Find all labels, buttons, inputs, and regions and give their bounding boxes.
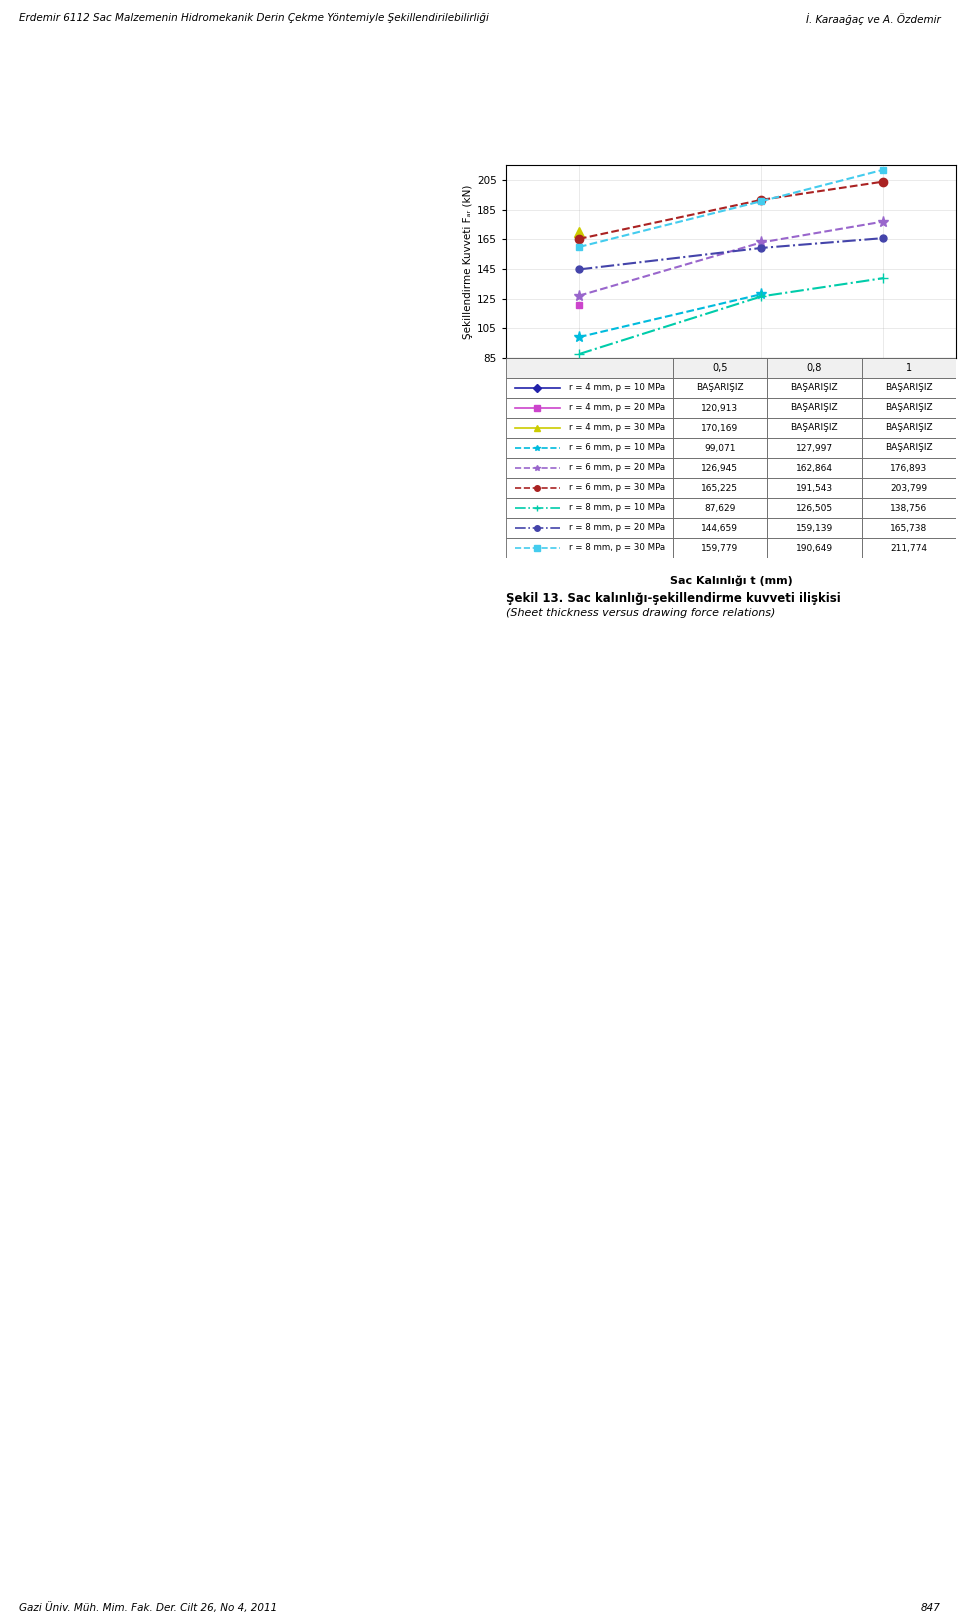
Text: Erdemir 6112 Sac Malzemenin Hidromekanik Derin Çekme Yöntemiyle Şekillendirilebi: Erdemir 6112 Sac Malzemenin Hidromekanik… xyxy=(19,13,489,23)
Text: BAŞARIŞIZ: BAŞARIŞIZ xyxy=(885,444,933,452)
Bar xyxy=(506,538,673,558)
Text: 144,659: 144,659 xyxy=(702,524,738,533)
Text: 120,913: 120,913 xyxy=(701,404,738,412)
Bar xyxy=(673,498,767,519)
Bar xyxy=(767,399,862,418)
Text: r = 6 mm, p = 10 MPa: r = 6 mm, p = 10 MPa xyxy=(569,444,665,452)
Bar xyxy=(506,498,673,519)
Text: BAŞARIŞIZ: BAŞARIŞIZ xyxy=(885,423,933,433)
Bar xyxy=(506,378,673,399)
Bar xyxy=(673,378,767,399)
Text: (Sheet thickness versus drawing force relations): (Sheet thickness versus drawing force re… xyxy=(506,608,776,618)
Text: BAŞARIŞIZ: BAŞARIŞIZ xyxy=(790,423,838,433)
Text: 159,139: 159,139 xyxy=(796,524,833,533)
Text: 87,629: 87,629 xyxy=(704,504,735,512)
Bar xyxy=(506,418,673,438)
Text: 165,225: 165,225 xyxy=(702,483,738,493)
Bar xyxy=(506,399,673,418)
Text: 847: 847 xyxy=(921,1603,941,1613)
Bar xyxy=(673,358,767,378)
Text: r = 8 mm, p = 20 MPa: r = 8 mm, p = 20 MPa xyxy=(569,524,665,533)
Bar xyxy=(673,399,767,418)
Bar xyxy=(862,459,956,478)
Text: 1: 1 xyxy=(906,363,912,373)
Bar xyxy=(767,459,862,478)
Text: 126,945: 126,945 xyxy=(702,464,738,472)
Bar xyxy=(673,538,767,558)
Text: 203,799: 203,799 xyxy=(890,483,927,493)
Text: 0,5: 0,5 xyxy=(712,363,728,373)
Bar xyxy=(862,498,956,519)
Bar xyxy=(862,478,956,498)
Text: 0,8: 0,8 xyxy=(806,363,822,373)
Bar xyxy=(767,519,862,538)
Bar xyxy=(862,358,956,378)
Text: 126,505: 126,505 xyxy=(796,504,833,512)
Text: r = 4 mm, p = 20 MPa: r = 4 mm, p = 20 MPa xyxy=(569,404,665,412)
Text: 99,071: 99,071 xyxy=(704,444,735,452)
Text: Sac Kalınlığı t (mm): Sac Kalınlığı t (mm) xyxy=(670,575,792,585)
Text: 162,864: 162,864 xyxy=(796,464,833,472)
Text: BAŞARIŞIZ: BAŞARIŞIZ xyxy=(885,404,933,412)
Bar xyxy=(767,358,862,378)
Text: Gazi Üniv. Müh. Mim. Fak. Der. Cilt 26, No 4, 2011: Gazi Üniv. Müh. Mim. Fak. Der. Cilt 26, … xyxy=(19,1602,277,1613)
Text: BAŞARIŞIZ: BAŞARIŞIZ xyxy=(790,404,838,412)
Text: 190,649: 190,649 xyxy=(796,543,833,553)
Text: r = 6 mm, p = 20 MPa: r = 6 mm, p = 20 MPa xyxy=(569,464,665,472)
Text: 191,543: 191,543 xyxy=(796,483,833,493)
Text: 211,774: 211,774 xyxy=(890,543,927,553)
Bar xyxy=(673,478,767,498)
Text: BAŞARIŞIZ: BAŞARIŞIZ xyxy=(790,384,838,392)
Bar xyxy=(862,438,956,459)
Text: r = 4 mm, p = 10 MPa: r = 4 mm, p = 10 MPa xyxy=(569,384,665,392)
Bar xyxy=(767,478,862,498)
Bar xyxy=(506,478,673,498)
Text: 176,893: 176,893 xyxy=(890,464,927,472)
Text: BAŞARIŞIZ: BAŞARIŞIZ xyxy=(696,384,744,392)
Bar xyxy=(862,378,956,399)
Text: r = 8 mm, p = 10 MPa: r = 8 mm, p = 10 MPa xyxy=(569,504,665,512)
Text: r = 8 mm, p = 30 MPa: r = 8 mm, p = 30 MPa xyxy=(569,543,665,553)
Bar xyxy=(767,418,862,438)
Bar xyxy=(506,438,673,459)
Bar xyxy=(767,378,862,399)
Bar xyxy=(673,438,767,459)
Bar xyxy=(862,538,956,558)
Bar xyxy=(673,418,767,438)
Text: 127,997: 127,997 xyxy=(796,444,833,452)
Y-axis label: Şekillendirme Kuvveti Fₐᵣ (kN): Şekillendirme Kuvveti Fₐᵣ (kN) xyxy=(463,185,473,339)
Bar xyxy=(506,519,673,538)
Text: BAŞARIŞIZ: BAŞARIŞIZ xyxy=(885,384,933,392)
Bar xyxy=(506,358,673,378)
Bar xyxy=(767,538,862,558)
Bar xyxy=(862,418,956,438)
Text: 159,779: 159,779 xyxy=(701,543,738,553)
Bar xyxy=(862,519,956,538)
Text: 165,738: 165,738 xyxy=(890,524,927,533)
Bar xyxy=(767,438,862,459)
Text: r = 6 mm, p = 30 MPa: r = 6 mm, p = 30 MPa xyxy=(569,483,665,493)
Bar xyxy=(673,459,767,478)
Text: 170,169: 170,169 xyxy=(701,423,738,433)
Bar xyxy=(506,459,673,478)
Text: 138,756: 138,756 xyxy=(890,504,927,512)
Text: r = 4 mm, p = 30 MPa: r = 4 mm, p = 30 MPa xyxy=(569,423,665,433)
Bar xyxy=(673,519,767,538)
Bar xyxy=(767,498,862,519)
Text: İ. Karaağaç ve A. Özdemir: İ. Karaağaç ve A. Özdemir xyxy=(806,13,941,24)
Bar xyxy=(862,399,956,418)
Text: Şekil 13. Sac kalınlığı-şekillendirme kuvveti ilişkisi: Şekil 13. Sac kalınlığı-şekillendirme ku… xyxy=(506,592,841,605)
